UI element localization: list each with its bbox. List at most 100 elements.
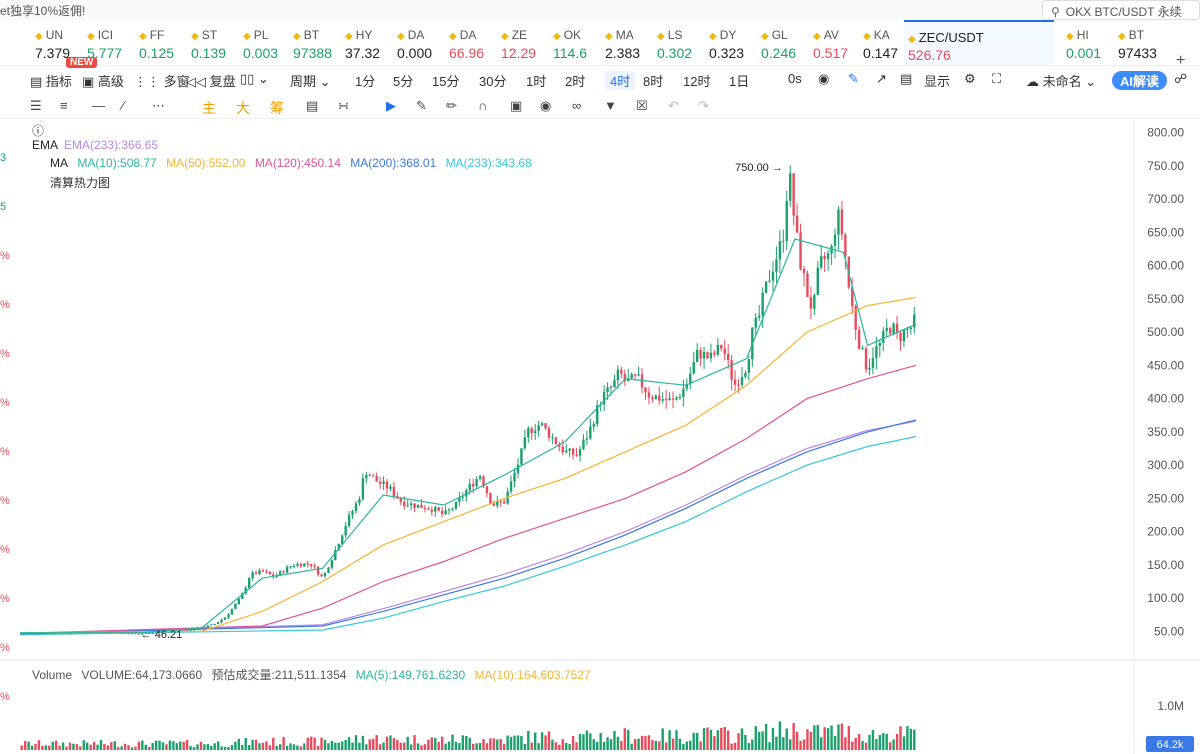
volume-bar — [20, 745, 23, 750]
candle-body — [644, 387, 647, 393]
interval-2[interactable]: 15分 — [432, 74, 460, 89]
volume-bar — [864, 742, 868, 750]
volume-bar — [323, 739, 327, 750]
search-box[interactable]: ⚲ OKX BTC/USDT 永续 — [1042, 0, 1200, 20]
ticker-15[interactable]: ◆ AV 0.517 — [809, 20, 859, 65]
ma10-value: MA(10):508.77 — [77, 156, 157, 170]
ticker-4[interactable]: ◆ PL 0.003 — [239, 20, 289, 65]
ticker-12[interactable]: ◆ LS 0.302 — [653, 20, 703, 65]
ma10-line — [20, 238, 917, 634]
ticker-11[interactable]: ◆ MA 2.383 — [601, 20, 651, 65]
camera-icon[interactable]: ◉ — [818, 71, 830, 86]
candle-body — [447, 509, 451, 511]
ticker-3[interactable]: ◆ ST 0.139 — [187, 20, 237, 65]
ticker-7[interactable]: ◆ DA 0.000 — [393, 20, 443, 65]
candle-body — [709, 352, 713, 359]
interval-3[interactable]: 30分 — [479, 74, 507, 89]
candle-body — [258, 570, 261, 575]
heatmap-legend[interactable]: 清算热力图 — [50, 176, 111, 190]
y-tick-label: 800.00 — [1147, 126, 1184, 140]
trash-icon[interactable]: ☒ — [636, 98, 648, 113]
ma120-value: MA(120):450.14 — [254, 156, 341, 170]
ticker-10[interactable]: ◆ OK 114.6 — [549, 20, 599, 65]
undo-icon[interactable]: ↶ — [668, 98, 679, 113]
hline-icon[interactable]: — — [92, 98, 105, 113]
volume-bar — [196, 744, 199, 750]
replay-button[interactable]: ◁◁ 复盘 — [186, 74, 236, 89]
ai-button[interactable]: AI解读 — [1112, 71, 1168, 90]
advanced-button[interactable]: ▣ 高级 — [82, 74, 124, 89]
multi-window-button[interactable]: ⋮⋮ 多窗 — [134, 74, 190, 89]
chip-button[interactable]: 筹 — [270, 100, 284, 116]
interval-9[interactable]: 1日 — [729, 74, 750, 89]
volume-bar — [585, 730, 589, 750]
interval-0[interactable]: 1分 — [355, 74, 376, 89]
menu-icon[interactable]: ☰ — [30, 98, 42, 113]
candle-body — [468, 483, 471, 491]
ma50-line — [19, 296, 917, 634]
price-chart[interactable]: 800.00750.00700.00650.00600.00550.00500.… — [0, 120, 1200, 754]
cursor-icon[interactable]: ▶ — [386, 98, 396, 113]
candle-body — [320, 574, 323, 577]
trendline-icon[interactable]: ∕ — [122, 98, 125, 113]
dots-icon[interactable]: ⋯ — [152, 98, 165, 113]
ticker-8[interactable]: ◆ DA 66.96 — [445, 20, 495, 65]
candle-body — [606, 387, 609, 393]
big-order-button[interactable]: 大 — [236, 100, 250, 116]
ticker-14[interactable]: ◆ GL 0.246 — [757, 20, 807, 65]
ticker-13[interactable]: ◆ DY 0.323 — [705, 20, 755, 65]
ticker-17[interactable]: ◆ ZEC/USDT 526.76 — [904, 20, 1054, 65]
ticker-5[interactable]: ◆ BT 97388 — [289, 20, 339, 65]
interval-7[interactable]: 8时 — [643, 74, 664, 89]
chart-type-button[interactable]: ▯▯ ⌄ — [240, 71, 269, 86]
y-tick-label: 50.00 — [1154, 624, 1184, 638]
layout-icon[interactable]: ▤ — [900, 71, 913, 86]
chart-icon[interactable]: ▤ — [306, 98, 319, 113]
redo-icon[interactable]: ↷ — [698, 98, 709, 113]
indicators-button[interactable]: ▤ 指标 — [30, 74, 72, 89]
interval-1[interactable]: 5分 — [393, 74, 414, 89]
ruler-icon[interactable]: ✎ — [416, 98, 427, 113]
interval-5[interactable]: 2时 — [565, 74, 586, 89]
period-button[interactable]: 周期 ⌄ — [290, 74, 331, 89]
ticker-6[interactable]: ◆ HY 37.32 — [341, 20, 391, 65]
ticker-9[interactable]: ◆ ZE 12.29 — [497, 20, 547, 65]
add-ticker-icon[interactable]: + — [1176, 52, 1186, 66]
promo-text[interactable]: et独享10%返佣! — [0, 4, 86, 18]
interval-6[interactable]: 4时 — [605, 71, 636, 90]
settings-icon[interactable]: ⚙ — [964, 71, 976, 86]
display-button[interactable]: 显示 — [924, 74, 951, 89]
volume-bar — [127, 745, 130, 750]
lock-icon[interactable]: ▣ — [510, 98, 523, 113]
filter-icon[interactable]: ▼ — [604, 98, 617, 113]
interval-4[interactable]: 1时 — [526, 74, 547, 89]
collapse-icon[interactable]: ⓘ — [32, 124, 45, 138]
hide-icon[interactable]: ◉ — [540, 98, 552, 113]
ticker-0[interactable]: ◆ UN 7.379 — [31, 20, 81, 65]
list-icon[interactable]: ≡ — [60, 98, 68, 113]
volume-bar — [123, 743, 127, 750]
candle-body — [840, 209, 844, 235]
ticker-2[interactable]: ◆ FF 0.125 — [135, 20, 185, 65]
volume-bar — [447, 741, 451, 750]
link-icon[interactable]: ∞ — [572, 98, 582, 113]
cloud-save-button[interactable]: ☁ 未命名 ⌄ — [1026, 74, 1097, 89]
fullscreen-icon[interactable]: ⛶ — [992, 71, 1002, 86]
magnet-icon[interactable]: ∩ — [478, 98, 488, 113]
brush-icon[interactable]: ✏ — [446, 98, 457, 113]
volume-bar — [489, 738, 492, 750]
interval-8[interactable]: 12时 — [683, 74, 711, 89]
ticker-16[interactable]: ◆ KA 0.147 — [859, 20, 909, 65]
pen-icon[interactable]: ✎ — [848, 71, 859, 86]
share-icon[interactable]: ☍ — [1174, 71, 1188, 86]
ticker-19[interactable]: ◆ BT 97433 — [1114, 20, 1164, 65]
volume-bar — [795, 731, 799, 750]
main-force-button[interactable]: 主 — [202, 100, 216, 116]
volume-bar — [644, 735, 647, 750]
popout-icon[interactable]: ↗ — [876, 71, 887, 86]
candle-body — [589, 426, 592, 439]
candle-body — [234, 604, 237, 609]
measure-icon[interactable]: ∺ — [338, 98, 349, 113]
volume-bar — [888, 742, 892, 750]
ticker-18[interactable]: ◆ HI 0.001 — [1062, 20, 1112, 65]
